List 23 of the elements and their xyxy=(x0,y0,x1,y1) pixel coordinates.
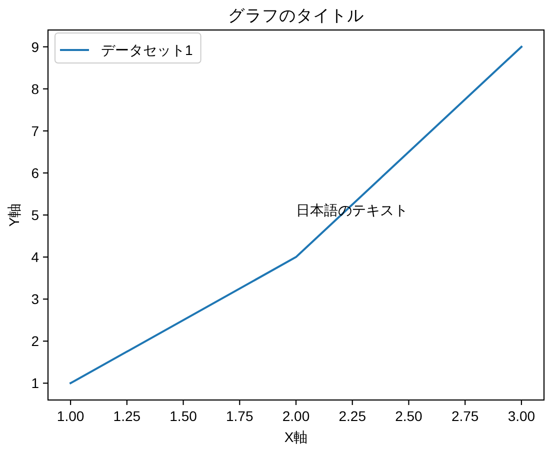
x-tick-label: 2.25 xyxy=(338,408,366,424)
x-tick-label: 1.75 xyxy=(226,408,254,424)
y-tick-label: 4 xyxy=(31,249,40,266)
y-tick-label: 1 xyxy=(31,375,40,392)
x-tick-label: 3.00 xyxy=(508,408,536,424)
y-tick-label: 8 xyxy=(31,80,40,97)
chart-title: グラフのタイトル xyxy=(228,7,364,25)
y-tick-label: 7 xyxy=(31,122,40,139)
x-tick-label: 2.00 xyxy=(282,408,310,424)
legend-label: データセット1 xyxy=(101,42,193,58)
x-tick-label: 2.75 xyxy=(451,408,479,424)
x-tick-label: 1.25 xyxy=(113,408,141,424)
y-axis-title: Y軸 xyxy=(6,203,22,227)
y-tick-label: 9 xyxy=(31,38,40,55)
x-axis-title: X軸 xyxy=(284,429,308,445)
y-tick-label: 2 xyxy=(31,333,40,350)
x-tick-label: 2.50 xyxy=(395,408,423,424)
x-tick-label: 1.50 xyxy=(170,408,198,424)
y-tick-label: 3 xyxy=(31,291,40,308)
legend: データセット1 xyxy=(54,32,202,64)
y-tick-label: 6 xyxy=(31,164,40,181)
x-tick-label: 1.00 xyxy=(56,408,84,424)
y-tick-label: 5 xyxy=(31,207,40,223)
